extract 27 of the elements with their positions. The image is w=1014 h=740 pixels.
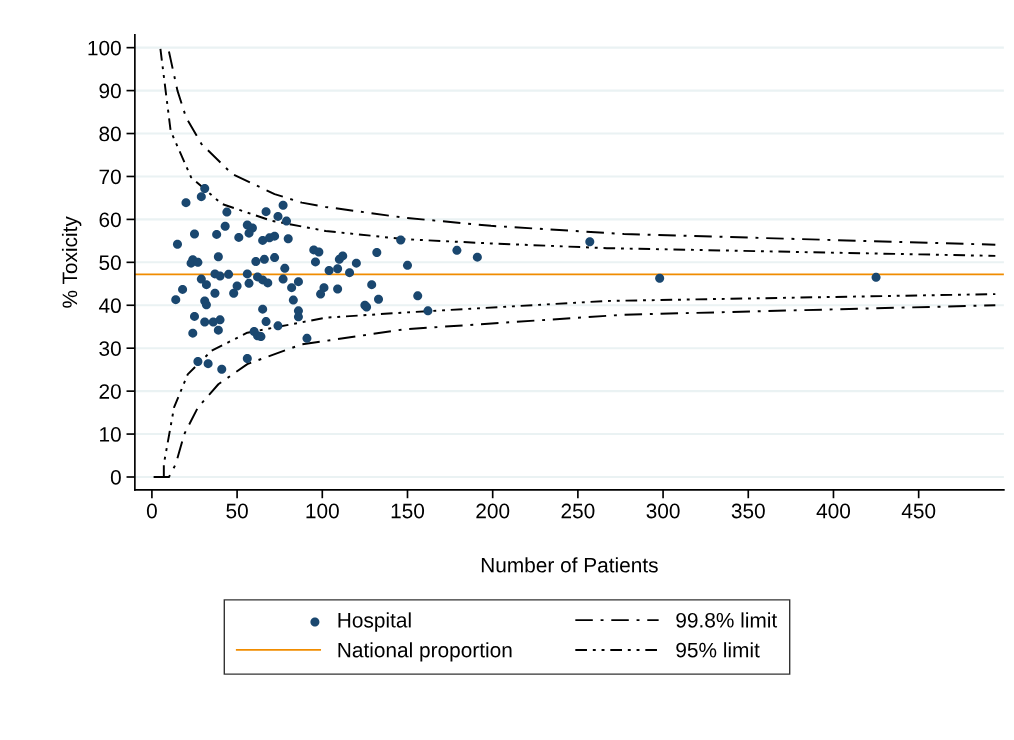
y-tick-label: 10: [100, 427, 121, 442]
y-tick-label: 30: [99, 341, 121, 356]
legend-label: 95% limit: [676, 642, 760, 658]
x-tick-label: 400: [816, 503, 851, 519]
y-tick-label: 60: [99, 212, 121, 228]
x-tick-label: 0: [146, 503, 157, 519]
legend-label: 99.8% limit: [676, 612, 778, 628]
x-axis-title: Number of Patients: [481, 557, 658, 573]
legend-label: Hospital: [338, 612, 411, 632]
x-tick-label: 50: [226, 503, 248, 519]
y-tick-label: 70: [99, 169, 121, 185]
x-tick-label: 200: [476, 503, 510, 519]
y-tick-label: 100: [88, 40, 121, 56]
x-tick-label: 100: [306, 503, 339, 519]
y-tick-label: 50: [99, 255, 121, 271]
y-axis-title: % Toxicity: [61, 216, 82, 308]
y-tick-label: 0: [110, 470, 121, 485]
x-tick-label: 300: [646, 503, 680, 519]
x-tick-label: 250: [561, 503, 595, 519]
y-tick-label: 20: [99, 384, 121, 399]
y-tick-label: 90: [99, 83, 121, 99]
legend-label: National proportion: [338, 642, 512, 662]
x-tick-label: 450: [901, 503, 936, 519]
y-tick-label: 80: [99, 126, 121, 142]
y-tick-label: 40: [98, 298, 121, 314]
x-tick-label: 350: [731, 503, 765, 519]
x-tick-label: 150: [391, 503, 425, 519]
